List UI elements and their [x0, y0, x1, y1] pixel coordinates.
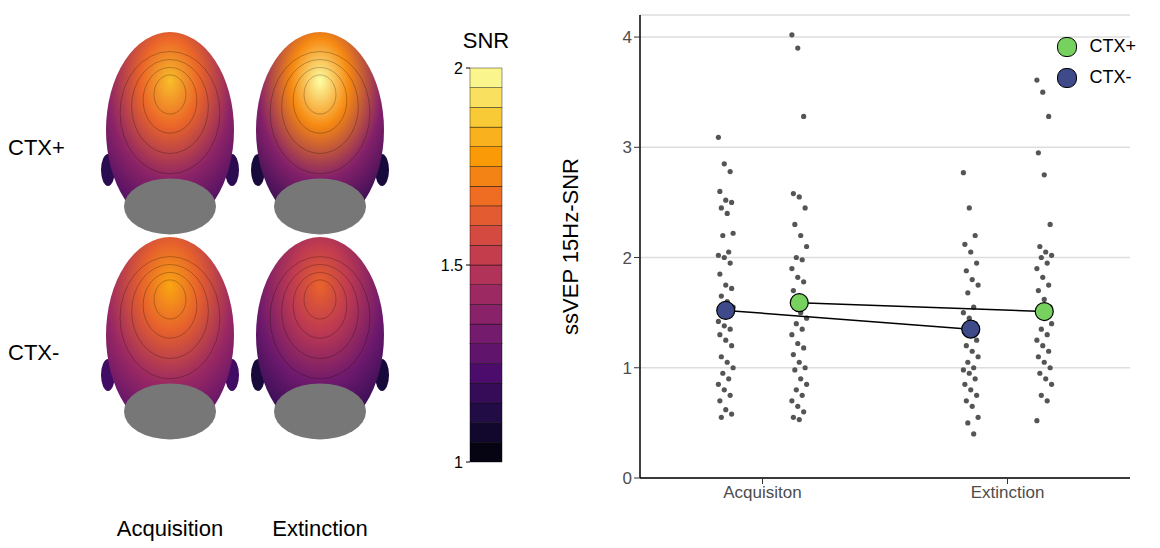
- html-text:CTX-: CTX-: [1089, 67, 1132, 87]
- svg-text:1: 1: [623, 359, 632, 378]
- svg-text:4: 4: [623, 28, 632, 47]
- svg-text:Acquisiton: Acquisiton: [723, 483, 801, 502]
- svg-text:CTX+: CTX+: [8, 135, 65, 160]
- svg-text:ssVEP 15Hz-SNR: ssVEP 15Hz-SNR: [558, 158, 583, 335]
- svg-text:Extinction: Extinction: [971, 483, 1045, 502]
- svg-text:3: 3: [623, 138, 632, 157]
- svg-text:1: 1: [454, 454, 463, 471]
- svg-text:SNR: SNR: [463, 28, 509, 53]
- svg-text:1.5: 1.5: [441, 257, 463, 274]
- svg-text:CTX-: CTX-: [8, 340, 59, 365]
- svg-text:2: 2: [454, 60, 463, 77]
- html-text:CTX+: CTX+: [1089, 36, 1136, 56]
- svg-text:0: 0: [623, 469, 632, 488]
- svg-text:2: 2: [623, 249, 632, 268]
- svg-text:Acquisition: Acquisition: [117, 516, 223, 541]
- svg-text:Extinction: Extinction: [272, 516, 367, 541]
